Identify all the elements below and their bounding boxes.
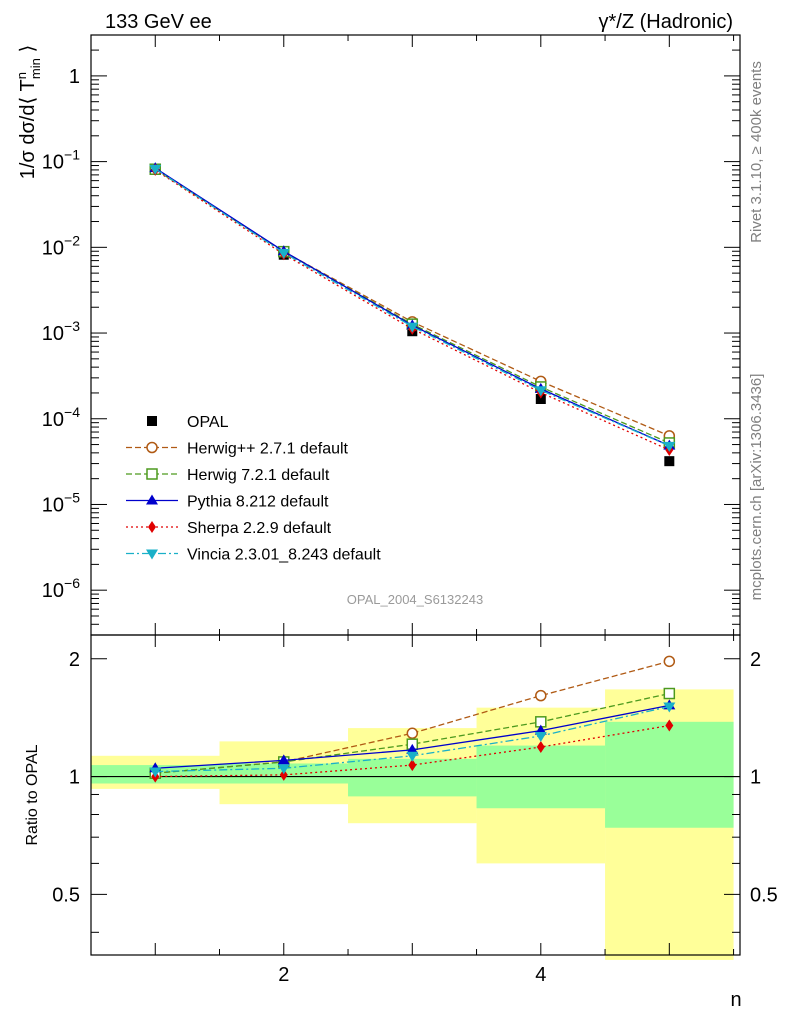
series-1-ratio-point xyxy=(663,655,676,668)
ratio-y-tick-label-left: 2 xyxy=(69,649,80,671)
ratio-y-tick-label-left: 0.5 xyxy=(52,884,80,906)
x-tick-label: 2 xyxy=(278,964,289,986)
series-1-ratio-point xyxy=(535,689,547,702)
main-panel-content xyxy=(149,162,676,467)
series-5-main-point xyxy=(277,248,290,259)
series-5-ratio-point xyxy=(534,731,547,742)
legend: OPAL Herwig++ 2.7.1 default Herwig 7.2.1 d… xyxy=(126,414,381,564)
series-4-ratio-line xyxy=(155,724,670,778)
series-4-ratio-point xyxy=(279,768,288,781)
legend-entry-series-4: Sherpa 2.2.9 default xyxy=(126,520,332,537)
series-5-ratio-point xyxy=(149,767,162,778)
series-5-ratio-point xyxy=(277,764,290,775)
legend-label: Pythia 8.212 default xyxy=(187,494,329,511)
series-2-ratio-line xyxy=(155,692,670,774)
legend-entry-series-1: Herwig++ 2.7.1 default xyxy=(126,441,349,458)
main-y-tick-label: 10−4 xyxy=(42,404,80,431)
series-4-ratio-point xyxy=(408,759,417,772)
series-5-main-point xyxy=(149,164,162,175)
series-5-ratio-point xyxy=(406,751,419,762)
ratio-y-axis-title: Ratio to OPAL xyxy=(24,744,41,845)
ratio-frame xyxy=(90,634,741,956)
main-y-axis-title: 1/σ dσ/d⟨ Tnmin ⟩ xyxy=(14,45,43,180)
main-y-tick-label: 10−2 xyxy=(42,232,80,259)
mcplots-label: mcplots.cern.ch [arXiv:1306.3436] xyxy=(748,374,765,601)
legend-marker-opal xyxy=(147,416,157,426)
main-y-tick-label: 10−1 xyxy=(42,147,80,174)
legend-label: Herwig 7.2.1 default xyxy=(187,467,330,484)
legend-marker xyxy=(146,468,158,480)
axes: 2 4 1 10−1 10−2 10−3 10−4 10−5 10−6 2 2 1 1 0.5 0.5 xyxy=(42,34,778,986)
series-4-ratio-point xyxy=(665,719,674,732)
legend-entry-series-2: Herwig 7.2.1 default xyxy=(126,467,330,484)
series-3-ratio-point xyxy=(406,743,419,754)
ratio-y-tick-label-right: 0.5 xyxy=(750,884,778,906)
legend-label: Vincia 2.3.01_8.243 default xyxy=(187,547,381,564)
legend-entry-series-3: Pythia 8.212 default xyxy=(126,494,329,511)
series-5-main-point xyxy=(663,441,676,452)
series-5-main-point xyxy=(406,322,419,333)
ratio-y-tick-label-right: 1 xyxy=(750,767,761,789)
series-3-main-line xyxy=(154,167,670,447)
main-y-tick-label: 10−6 xyxy=(42,575,80,602)
data-point-opal xyxy=(535,394,546,405)
main-y-tick-label: 10−3 xyxy=(42,318,80,345)
series-3-ratio-point xyxy=(277,754,290,765)
header-right-title: γ*/Z (Hadronic) xyxy=(599,11,733,33)
data-point-opal xyxy=(664,456,675,467)
legend-label: Herwig++ 2.7.1 default xyxy=(187,441,349,458)
legend-marker xyxy=(148,521,156,533)
rivet-label: Rivet 3.1.10, ≥ 400k events xyxy=(748,61,765,243)
legend-marker xyxy=(146,549,158,560)
series-4-main-line xyxy=(154,169,670,451)
ratio-y-tick-label-left: 1 xyxy=(69,767,80,789)
analysis-watermark: OPAL_2004_S6132243 xyxy=(347,592,483,607)
series-2-main-line xyxy=(154,168,670,444)
legend-marker xyxy=(146,441,158,454)
series-4-ratio-point xyxy=(536,741,545,753)
series-5-ratio-point xyxy=(663,702,676,713)
main-y-tick-label: 10−5 xyxy=(42,489,80,516)
series-1-main-line xyxy=(154,168,670,437)
x-tick-label: 4 xyxy=(535,964,546,986)
series-5-main-line xyxy=(154,168,670,447)
legend-entry-series-5: Vincia 2.3.01_8.243 default xyxy=(126,547,381,564)
x-axis-title: n xyxy=(730,989,741,1011)
ratio-panel-content xyxy=(91,655,740,960)
series-5-main-point xyxy=(534,386,547,397)
legend-entry-opal: OPAL xyxy=(147,414,229,431)
header-left-title: 133 GeV ee xyxy=(105,11,212,33)
ratio-y-tick-label-right: 2 xyxy=(750,649,761,671)
legend-label-opal: OPAL xyxy=(187,414,229,431)
legend-marker xyxy=(146,494,158,505)
svg-text:1/σ dσ/d⟨ Tnmin ⟩: 1/σ dσ/d⟨ Tnmin ⟩ xyxy=(14,45,43,180)
series-1-ratio-point xyxy=(406,727,419,740)
ratio-band-inner xyxy=(605,721,734,828)
series-2-ratio-point xyxy=(663,687,676,700)
legend-label: Sherpa 2.2.9 default xyxy=(187,520,332,537)
main-y-tick-label: 1 xyxy=(69,66,80,88)
